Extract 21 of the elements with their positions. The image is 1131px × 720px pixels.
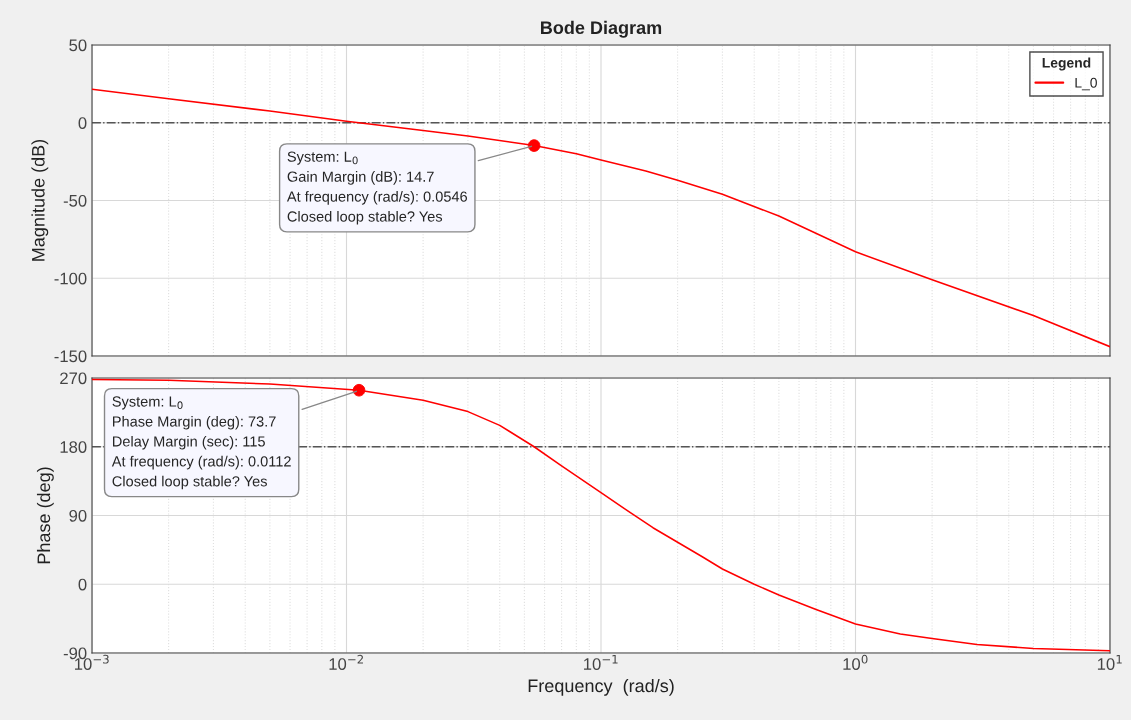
annotation: System: L$_{0}$ Gain Margin (dB): 14.7 At frequency (rad/s): 0.0546 Closed loop stable? Yes <box>286 151 468 225</box>
y-tick-label: -100 <box>54 272 87 285</box>
x-tick-label: 10$^{−1}$ <box>584 654 618 670</box>
x-axis-title: Frequency (rad/s) <box>528 678 674 696</box>
y-tick-label: 50 <box>69 39 87 52</box>
chart-title: Bode Diagram <box>541 20 662 38</box>
y-tick-label: 180 <box>60 441 87 453</box>
y-tick-label: 270 <box>60 372 87 385</box>
x-tick-label: 10$^{−2}$ <box>329 654 363 670</box>
legend-label: L_0 <box>1075 77 1097 91</box>
y-axis-title: Magnitude (dB) <box>31 139 49 261</box>
legend-title: Legend <box>1042 57 1091 71</box>
y-axis-title: Phase (deg) <box>36 467 54 564</box>
y-tick-label: -150 <box>54 350 87 363</box>
y-tick-label: 90 <box>69 509 87 522</box>
x-tick-label: 10$^{1}$ <box>1097 654 1122 670</box>
x-tick-label: 10$^{0}$ <box>843 654 868 670</box>
annotation: System: L$_{0}$ Phase Margin (deg): 73.7 Delay Margin (sec): 115 At frequency (rad/s): 0.0112 Closed loop stable? Yes <box>111 396 291 490</box>
y-tick-label: 0 <box>78 117 87 129</box>
y-tick-label: -50 <box>63 194 87 207</box>
y-tick-label: 0 <box>78 578 87 591</box>
